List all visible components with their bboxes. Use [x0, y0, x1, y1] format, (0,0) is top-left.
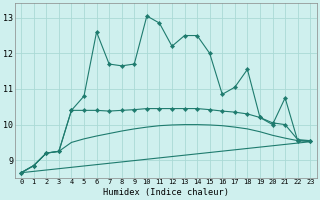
X-axis label: Humidex (Indice chaleur): Humidex (Indice chaleur) — [103, 188, 229, 197]
